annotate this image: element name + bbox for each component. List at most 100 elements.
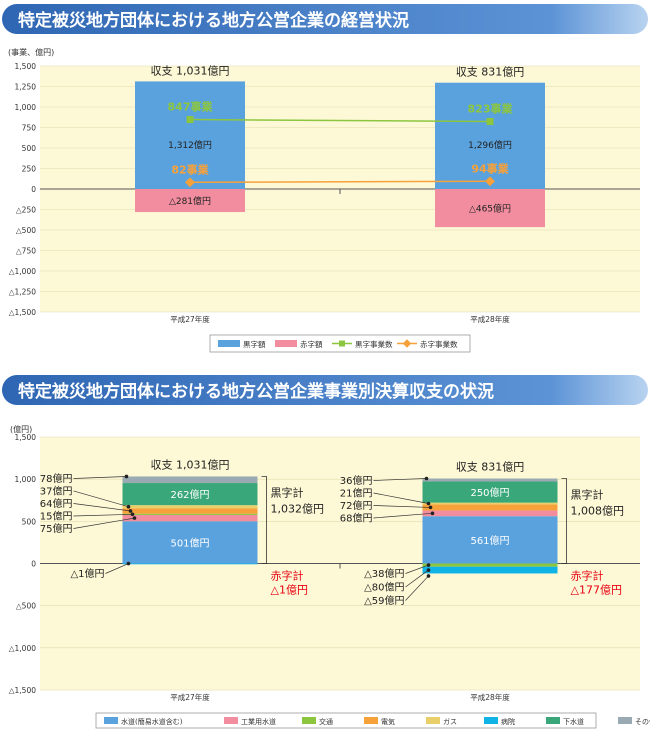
chart-2-y-axis: 1,500 1,000 500 0 △500 △1,000 △1,500: [9, 433, 36, 695]
chart-1-ylabel: (事業、億円): [8, 47, 54, 57]
chart-1-title: 特定被災地方団体における地方公営企業の経営状況: [18, 10, 409, 31]
legend-profit-label: 黒字額: [243, 339, 266, 349]
segment-value-label: 501億円: [170, 536, 209, 549]
segment-bar: [422, 563, 558, 567]
loss-count-marker: [485, 176, 495, 187]
leader-dot: [126, 561, 131, 566]
legend-swatch: [546, 717, 560, 724]
leader-dot: [426, 563, 431, 567]
chart-1-x-tick-label: 平成27年度: [170, 314, 210, 324]
profit-bar: [435, 82, 545, 189]
chart-2-bars: [122, 476, 558, 574]
chart-2-title: 特定被災地方団体における地方公営企業事業別決算収支の状況: [18, 381, 494, 402]
chart-2-x-tick-label: 平成27年度: [170, 692, 210, 702]
segment-bar: [122, 505, 258, 509]
legend-profit-count-label: 黒字事業数: [355, 339, 393, 349]
segment-value-label: 37億円: [40, 484, 73, 497]
leader-line: [73, 503, 131, 512]
chart-2-ylabel: (億円): [10, 424, 32, 434]
legend-label: 交通: [319, 717, 333, 726]
loss-count-line: [189, 180, 491, 184]
leader-line: [73, 490, 129, 508]
profit-count-line: [189, 118, 491, 123]
loss-total-value: △177億円: [571, 584, 622, 597]
chart-1-y-tick-label: 1,250: [15, 83, 37, 92]
segment-value-label: 561億円: [470, 534, 509, 547]
segment-value-label: 262億円: [170, 488, 209, 501]
profit-count-marker: [486, 118, 494, 126]
chart-1-total-label: 収支 831億円: [456, 66, 525, 79]
loss-total-heading: 赤字計: [571, 569, 604, 583]
segment-value-label: 250億円: [470, 486, 509, 499]
segment-bar: [122, 483, 258, 506]
chart-1-bars: [135, 81, 545, 228]
leader-dot: [124, 474, 129, 479]
chart-2-title-banner: [2, 375, 648, 405]
segment-bar: [422, 510, 558, 517]
leader-line: [405, 564, 429, 574]
profit-value-label: 1,312億円: [168, 139, 212, 151]
segment-value-label: △59億円: [364, 594, 404, 607]
leader-line: [73, 476, 127, 479]
leader-line: [105, 563, 129, 574]
chart-1: 特定被災地方団体における地方公営企業の経営状況 (事業、億円) 1,500 1,2…: [2, 4, 648, 353]
leader-dot: [426, 568, 431, 572]
leader-line: [373, 512, 433, 519]
leader-dot: [130, 512, 135, 517]
segment-bar: [122, 508, 258, 514]
chart-2-x-axis: 平成27年度 平成28年度: [170, 563, 510, 702]
leader-line: [373, 492, 429, 504]
segment-bar: [422, 504, 558, 511]
legend-swatch: [618, 717, 632, 724]
segment-value-label: 36億円: [340, 474, 373, 487]
chart-2-total-label: 収支 1,031億円: [151, 458, 230, 471]
profit-total-heading: 黒字計: [571, 487, 604, 501]
legend-label: 病院: [501, 717, 515, 726]
chart-1-title-banner: [2, 4, 648, 34]
segment-bar: [122, 563, 258, 565]
profit-total-bracket: [261, 476, 267, 564]
legend-loss-count-marker: [402, 339, 412, 348]
segment-bar: [122, 476, 258, 484]
chart-2-y-tick-label: 0: [31, 560, 36, 569]
chart-2-total-label: 収支 831億円: [456, 460, 525, 473]
loss-bar: [435, 189, 545, 228]
legend-swatch: [104, 717, 118, 724]
leader-line: [373, 478, 427, 481]
legend-loss-label: 赤字額: [300, 339, 323, 349]
chart-1-y-tick-label: 1,500: [15, 62, 37, 71]
chart-2-y-tick-label: 1,500: [15, 433, 37, 442]
segment-value-label: △80億円: [364, 581, 404, 594]
profit-total-value: 1,032億円: [271, 502, 325, 515]
segment-value-label: △1億円: [70, 567, 104, 580]
profit-total-value: 1,008億円: [571, 504, 625, 517]
chart-2-y-tick-label: △1,500: [9, 686, 36, 695]
chart-1-y-tick-label: 500: [22, 144, 37, 153]
segment-bar: [422, 502, 558, 505]
chart-1-y-axis: 1,500 1,250 1,000 750 500 250 0 △250 △500 △750 △1,…: [9, 62, 36, 317]
chart-1-y-tick-label: △750: [16, 247, 36, 256]
segment-bar: [122, 521, 258, 564]
segment-value-label: 75億円: [40, 522, 73, 535]
profit-count-marker: [186, 116, 194, 124]
chart-1-x-tick-label: 平成28年度: [470, 314, 510, 324]
legend-label: 下水道: [563, 717, 584, 726]
legend-profit-count-marker: [339, 340, 345, 347]
chart-2-legend: 水道(簡易水道含む) 工業用水道 交通 電気 ガス 病院 下水道 その他: [95, 712, 650, 729]
chart-2-y-tick-label: △1,000: [9, 644, 36, 653]
legend-loss-swatch: [275, 340, 297, 347]
leader-dot: [430, 511, 435, 516]
segment-value-label: 15億円: [40, 509, 73, 522]
chart-1-legend: 黒字額 赤字額 黒字事業数 赤字事業数: [209, 334, 471, 353]
profit-count-label: 823事業: [468, 102, 514, 116]
leader-dot: [428, 505, 433, 510]
loss-bar: [135, 189, 245, 213]
legend-label: ガス: [443, 717, 457, 726]
chart-1-y-tick-label: △1,250: [9, 288, 36, 297]
segment-bar: [122, 513, 258, 515]
leader-dot: [426, 501, 431, 506]
segment-value-label: 78億円: [40, 472, 73, 485]
leader-dot: [126, 504, 131, 509]
loss-total-value: △1億円: [271, 584, 308, 597]
